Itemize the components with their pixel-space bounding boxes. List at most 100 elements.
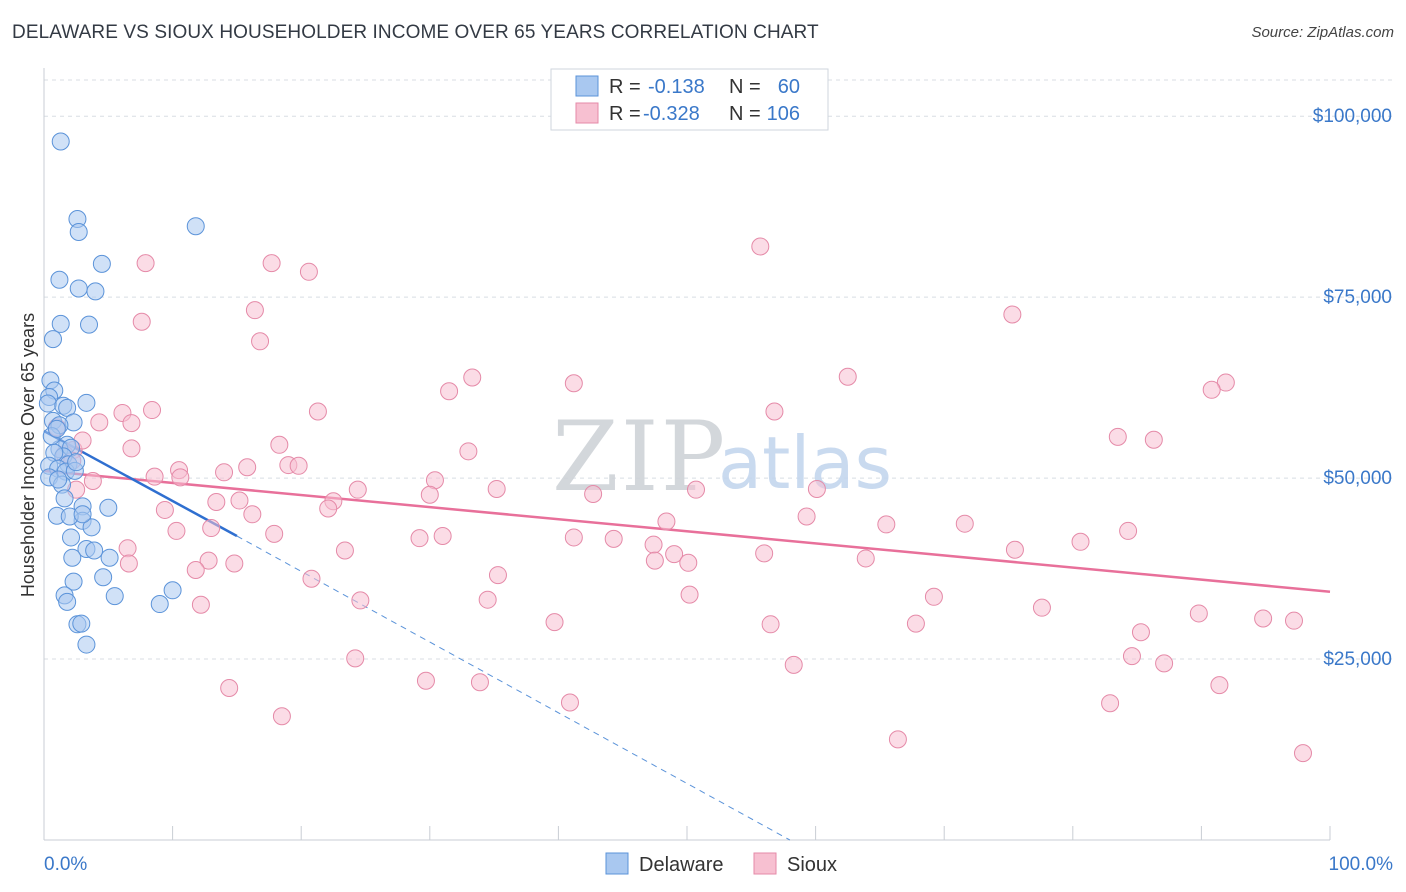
sioux-point xyxy=(1032,598,1051,617)
sioux-point xyxy=(410,529,429,548)
sioux-point xyxy=(679,553,698,572)
sioux-point xyxy=(245,301,264,320)
delaware-point xyxy=(67,453,86,472)
sioux-point xyxy=(308,402,327,421)
delaware-point xyxy=(63,548,82,567)
y-tick-labels: $25,000 $50,000 $75,000 $100,000 xyxy=(1313,106,1392,670)
sioux-point xyxy=(243,505,262,524)
sioux-point xyxy=(564,374,583,393)
delaware-point xyxy=(51,132,70,151)
sioux-point xyxy=(230,491,249,510)
sioux-point xyxy=(687,480,706,499)
bottom-legend-swatch-sioux xyxy=(753,852,777,875)
chart-title: DELAWARE VS SIOUX HOUSEHOLDER INCOME OVE… xyxy=(12,22,819,43)
sioux-point xyxy=(459,442,478,461)
delaware-point xyxy=(64,572,83,591)
sioux-point xyxy=(924,587,943,606)
sioux-point xyxy=(118,539,137,558)
delaware-point xyxy=(92,254,111,273)
sioux-points xyxy=(47,237,1312,763)
legend-r-value-delaware: -0.138 xyxy=(648,76,705,98)
legend-r-label-sioux: R = xyxy=(609,103,641,125)
sioux-point xyxy=(215,463,234,482)
sioux-point xyxy=(171,468,190,487)
delaware-point xyxy=(73,505,92,524)
sioux-point xyxy=(564,528,583,547)
sioux-point xyxy=(136,254,155,273)
delaware-point xyxy=(72,614,91,633)
sioux-point xyxy=(888,730,907,749)
sioux-point xyxy=(202,519,221,538)
y-tick-label: $25,000 xyxy=(1323,649,1392,670)
bottom-legend-delaware: Delaware xyxy=(639,854,723,876)
y-tick-label: $50,000 xyxy=(1323,468,1392,489)
delaware-point xyxy=(163,581,182,600)
sioux-point xyxy=(348,480,367,499)
sioux-trend-line xyxy=(43,469,1331,593)
series-legend: Delaware Sioux xyxy=(605,852,837,876)
sioux-point xyxy=(604,529,623,548)
sioux-point xyxy=(191,595,210,614)
sioux-point xyxy=(220,679,239,697)
sioux-point xyxy=(440,382,459,401)
delaware-point xyxy=(77,635,96,654)
sioux-point xyxy=(289,456,308,475)
sioux-point xyxy=(346,649,365,668)
sioux-point xyxy=(302,569,321,588)
sioux-point xyxy=(751,237,770,256)
sioux-point xyxy=(433,527,452,545)
sioux-point xyxy=(807,479,826,498)
sioux-point xyxy=(335,541,354,560)
sioux-point xyxy=(299,262,318,281)
legend-n-label-delaware: N = xyxy=(729,76,761,98)
sioux-point xyxy=(797,507,816,526)
source-label: Source: ZipAtlas.com xyxy=(1251,24,1394,41)
sioux-point xyxy=(838,367,857,386)
sioux-point xyxy=(644,535,663,554)
delaware-point xyxy=(105,587,124,606)
sioux-point xyxy=(906,614,925,633)
sioux-point xyxy=(167,521,186,540)
delaware-point xyxy=(80,315,99,334)
delaware-points xyxy=(38,132,205,654)
delaware-point xyxy=(77,393,96,412)
delaware-point xyxy=(55,489,74,508)
legend-n-label-sioux: N = xyxy=(729,103,761,125)
sioux-point xyxy=(270,435,289,454)
sioux-point xyxy=(1254,609,1273,628)
y-axis-title: Householder Income Over 65 years xyxy=(18,313,38,597)
sioux-point xyxy=(1155,654,1174,673)
sioux-point xyxy=(145,467,164,486)
watermark: ZIP atlas xyxy=(552,401,892,513)
sioux-point xyxy=(755,544,774,563)
sioux-point xyxy=(1144,430,1163,449)
sioux-point xyxy=(488,566,507,585)
sioux-point xyxy=(665,545,684,564)
delaware-point xyxy=(82,518,101,537)
sioux-point xyxy=(143,401,162,420)
sioux-point xyxy=(560,693,579,712)
sioux-point xyxy=(319,499,338,518)
sioux-point xyxy=(470,673,489,692)
sioux-point xyxy=(199,551,218,570)
sioux-point xyxy=(420,485,439,504)
sioux-point xyxy=(1284,611,1303,630)
sioux-point xyxy=(238,458,257,477)
sioux-point xyxy=(122,414,141,433)
sioux-point xyxy=(251,332,270,351)
sioux-point xyxy=(1122,647,1141,666)
sioux-point xyxy=(584,485,603,504)
sioux-point xyxy=(186,561,205,580)
axes xyxy=(43,68,1331,841)
delaware-point xyxy=(186,217,205,236)
legend-n-value-delaware: 60 xyxy=(778,76,800,98)
delaware-point xyxy=(99,498,118,517)
sioux-point xyxy=(207,492,226,511)
sioux-point xyxy=(765,402,784,421)
legend-swatch-sioux xyxy=(575,102,599,124)
delaware-point xyxy=(85,541,104,560)
sioux-point xyxy=(265,524,284,543)
sioux-point xyxy=(784,655,803,674)
sioux-point xyxy=(132,312,151,331)
